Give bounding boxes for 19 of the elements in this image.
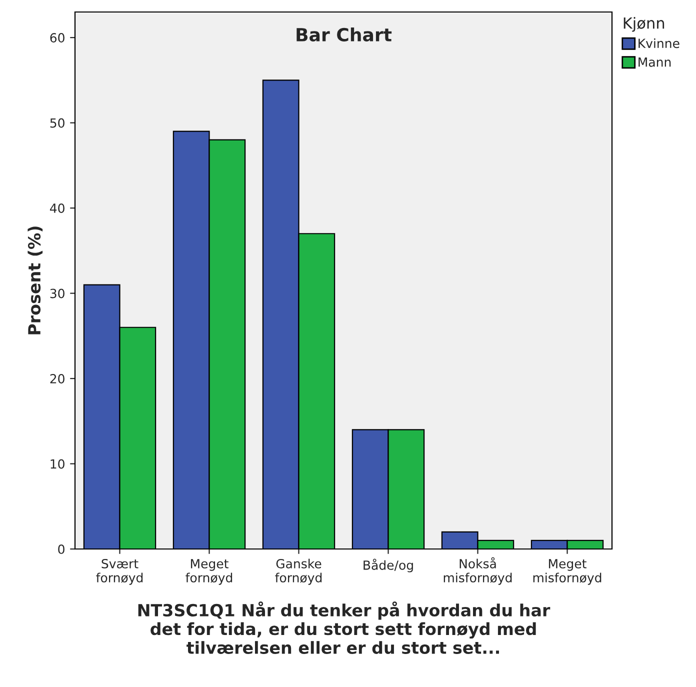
x-tick-label: Både/og [364,558,413,572]
y-tick-label: 0 [58,544,64,554]
y-tick-label: 60 [50,33,64,42]
y-tick-label: 20 [50,374,64,384]
legend-label: Mann [638,58,671,67]
y-tick-label: 30 [50,288,64,298]
y-axis-title: Prosent (%) [28,226,43,334]
x-tick-label: Nokså misfornøyd [444,557,512,585]
y-tick-label: 50 [50,118,64,128]
x-tick-label: Meget misfornøyd [533,559,602,585]
x-tick-label: Svært fornøyd [96,558,143,585]
x-tick-label: Meget fornøyd [186,559,232,585]
x-axis-title: NT3SC1Q1 Når du tenker på hvordan du har det for tida, er du stort sett fornøyd med tilværelsen eller er du stort set... [138,601,550,654]
text: Bar Chart [296,28,392,42]
legend-label: Kvinne [638,38,680,48]
y-tick-label: 10 [50,459,64,469]
y-tick-label: 40 [50,204,64,213]
legend-title: Kjønn [624,17,664,32]
x-tick-label: Ganske fornøyd [275,558,322,585]
